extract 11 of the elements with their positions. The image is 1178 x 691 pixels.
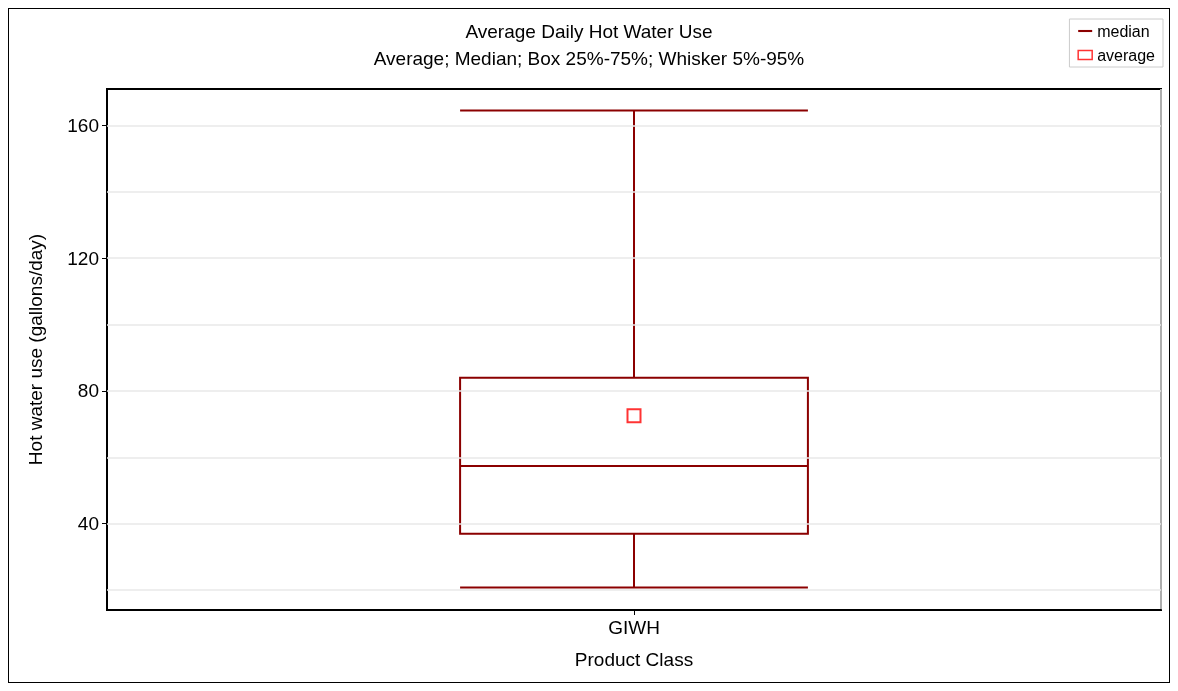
x-tick-label: GIWH [608, 617, 660, 638]
chart-title: Average Daily Hot Water Use [465, 21, 713, 42]
legend-label: average [1097, 46, 1156, 64]
y-tick-label: 160 [67, 115, 99, 136]
y-tick-label: 80 [77, 380, 99, 402]
y-tick-label: 120 [67, 247, 99, 269]
chart-subtitle: Average; Median; Box 25%-75%; Whisker 5%-95% [373, 48, 805, 69]
y-tick-label: 40 [77, 513, 99, 535]
x-axis-title: Product Class [574, 649, 694, 670]
y-axis-title: Hot water use (gallons/day) [25, 233, 46, 466]
legend-label: median [1097, 22, 1150, 40]
